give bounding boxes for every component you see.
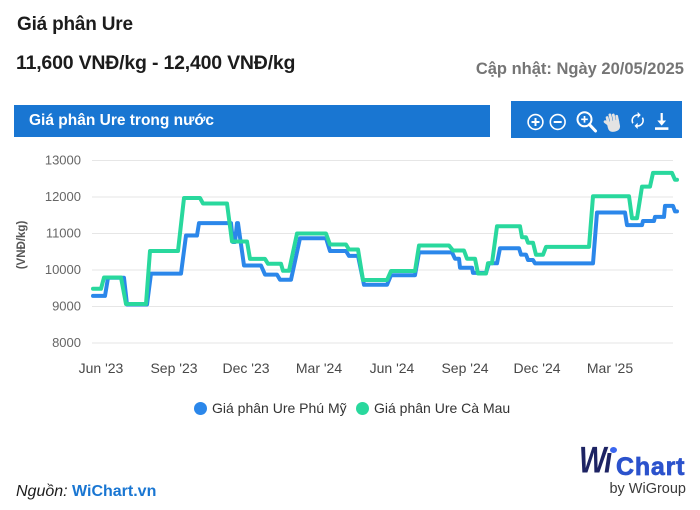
svg-text:Jun '24: Jun '24 xyxy=(370,360,415,376)
svg-text:Mar '25: Mar '25 xyxy=(587,360,633,376)
svg-text:Mar '24: Mar '24 xyxy=(296,360,342,376)
svg-text:13000: 13000 xyxy=(45,153,81,168)
svg-text:(VNĐ/kg): (VNĐ/kg) xyxy=(16,221,28,270)
svg-text:Jun '23: Jun '23 xyxy=(79,360,124,376)
svg-text:11000: 11000 xyxy=(46,226,81,241)
svg-text:12000: 12000 xyxy=(45,189,81,204)
svg-text:Sep '24: Sep '24 xyxy=(441,360,488,376)
svg-text:10000: 10000 xyxy=(45,262,81,277)
svg-text:8000: 8000 xyxy=(52,335,81,350)
svg-text:9000: 9000 xyxy=(52,299,81,314)
svg-text:Dec '23: Dec '23 xyxy=(222,360,269,376)
svg-text:Dec '24: Dec '24 xyxy=(513,360,560,376)
svg-text:Sep '23: Sep '23 xyxy=(150,360,197,376)
